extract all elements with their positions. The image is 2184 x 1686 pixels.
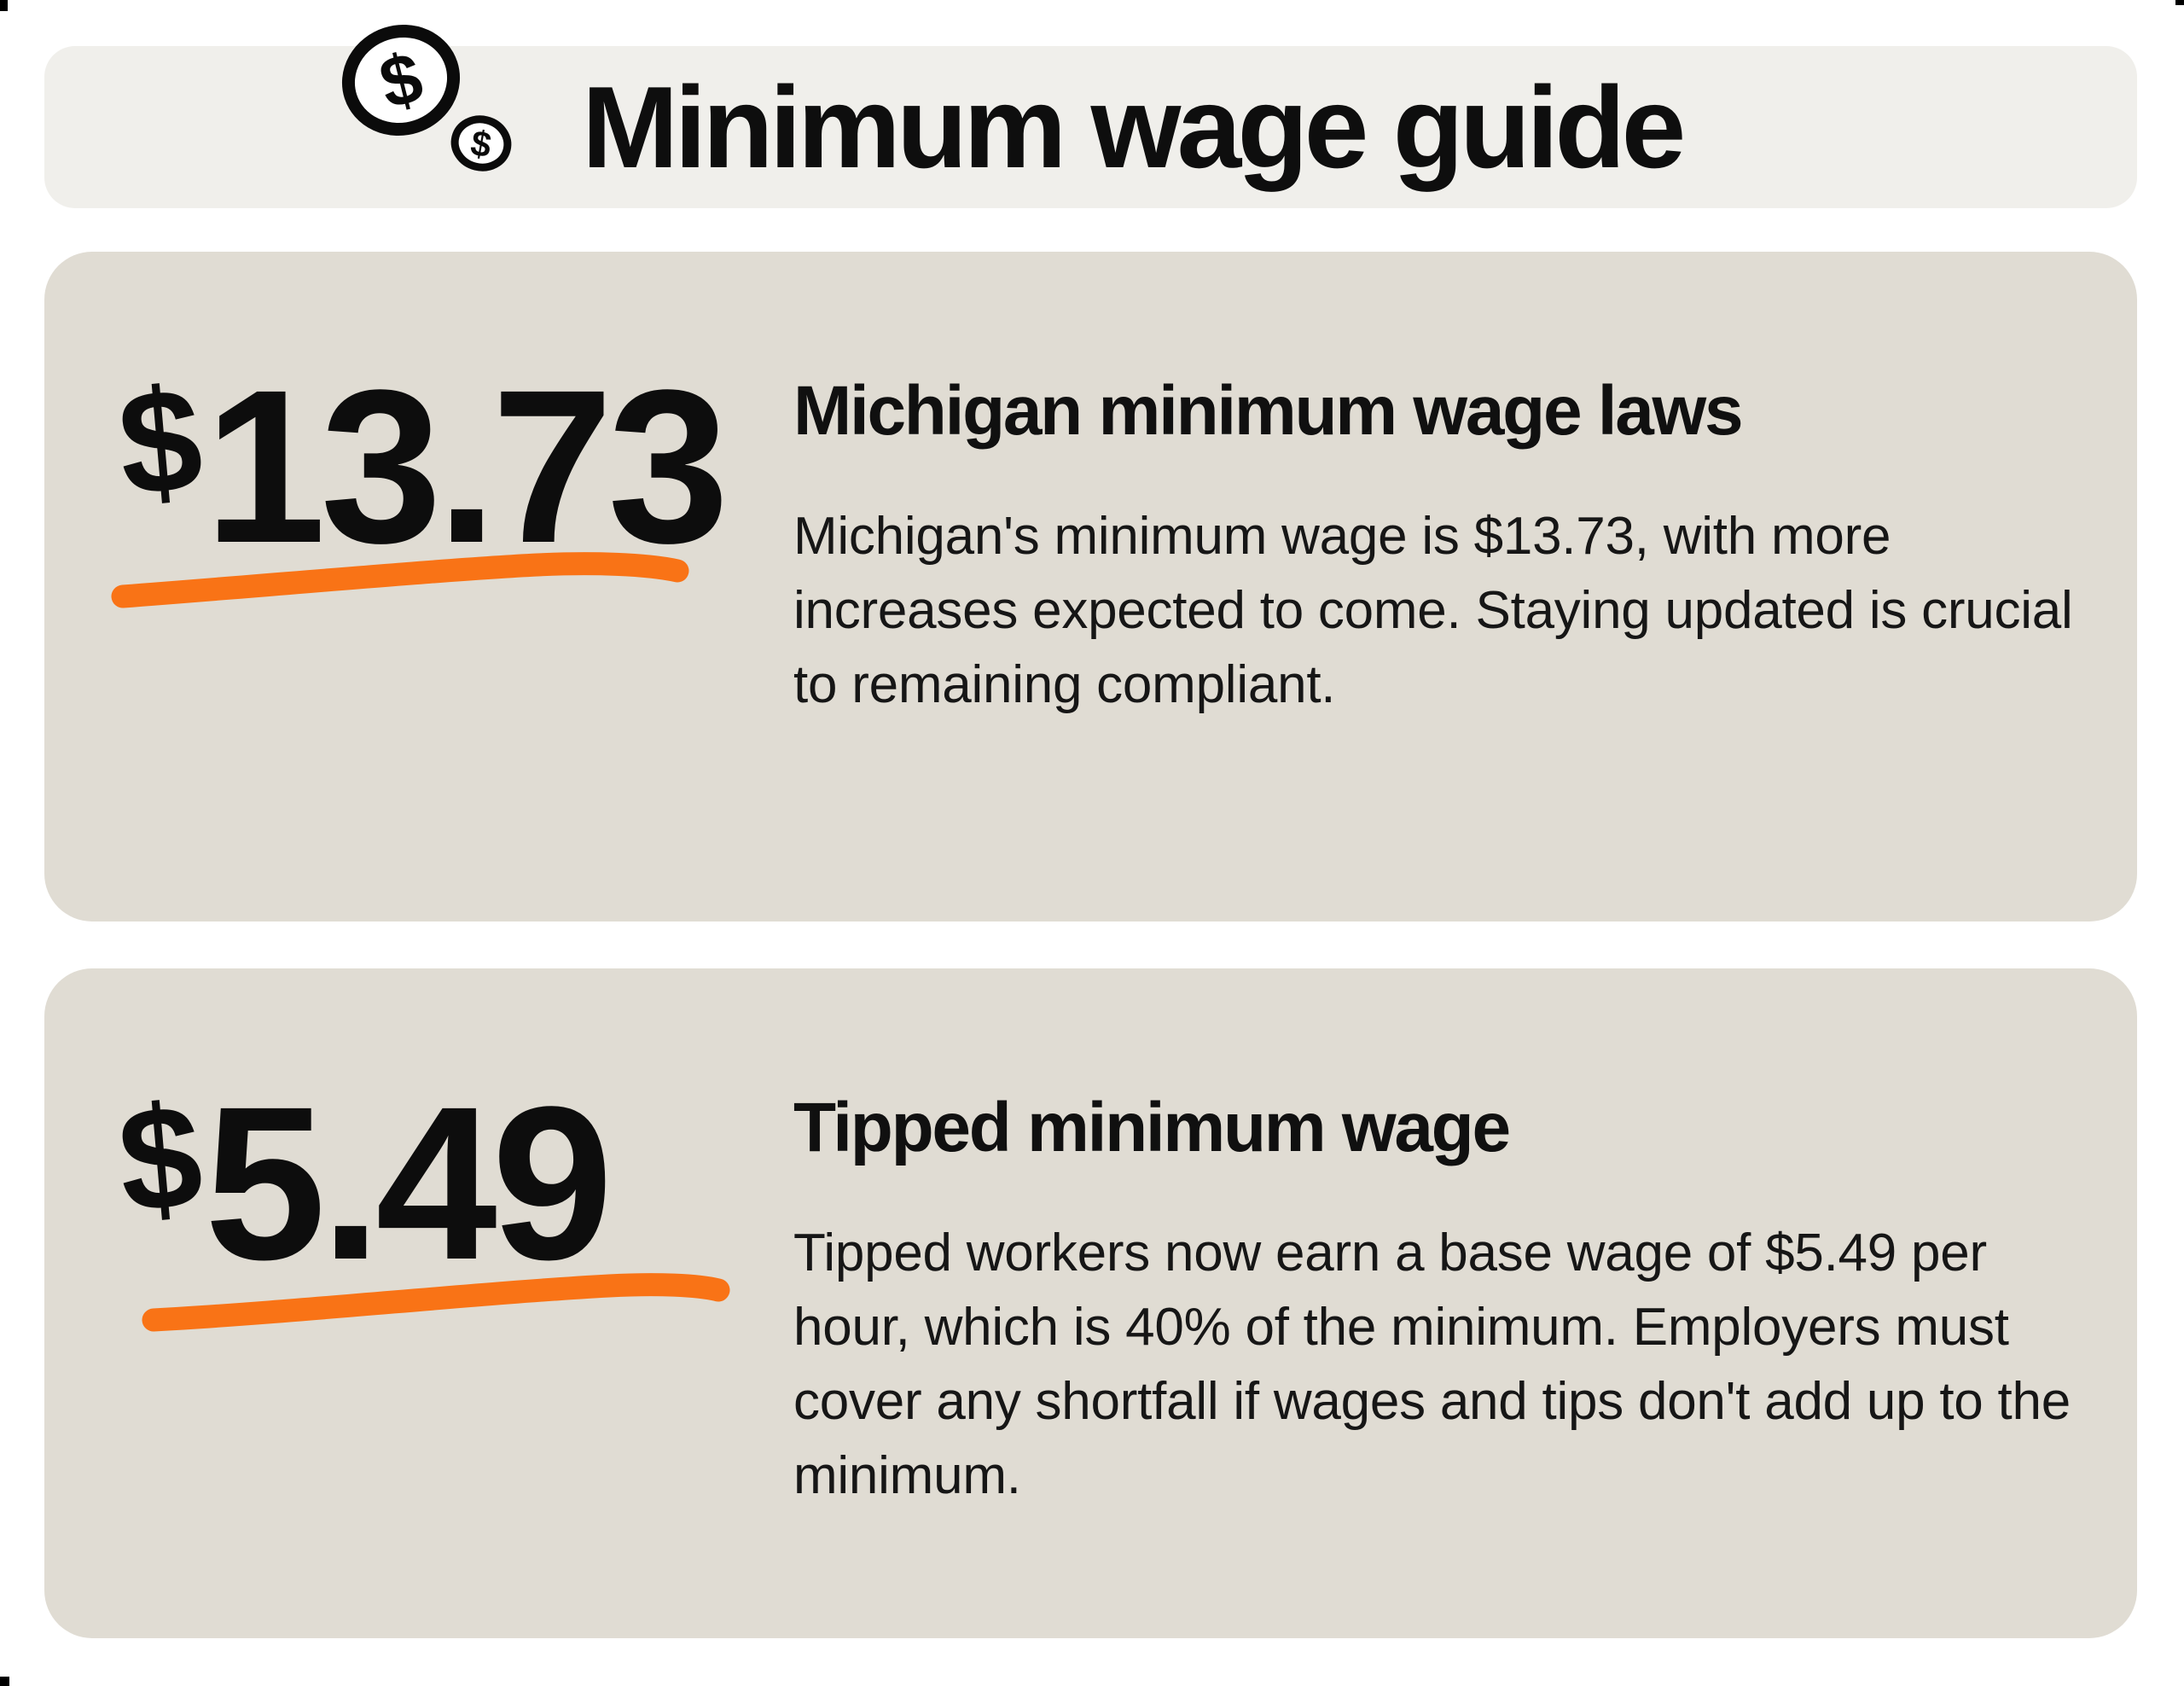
card-body: Michigan's minimum wage is $13.73, with …	[793, 507, 2073, 714]
wage-card-tipped: $5.49 Tipped minimum wage Tipped workers…	[44, 968, 2137, 1638]
card-content: Tipped minimum wage Tipped workers now e…	[793, 1088, 2107, 1513]
wage-amount: $13.73	[113, 341, 729, 592]
wage-card-michigan: $13.73 Michigan minimum wage laws Michig…	[44, 252, 2137, 921]
coins-icon: $ $	[341, 25, 512, 172]
currency-symbol: $	[112, 1073, 208, 1244]
screenshot-artifact-top-left	[0, 0, 8, 11]
card-heading: Tipped minimum wage	[793, 1089, 1511, 1166]
screenshot-artifact-top-right	[2175, 0, 2184, 5]
screenshot-artifact-bottom-left	[0, 1677, 9, 1686]
hand-drawn-underline	[142, 1273, 730, 1332]
wage-amount: $5.49	[113, 1058, 613, 1309]
page-title: Minimum wage guide	[582, 62, 1686, 192]
card-content: Michigan minimum wage laws Michigan's mi…	[793, 371, 2107, 722]
card-body: Tipped workers now earn a base wage of $…	[793, 1224, 2071, 1505]
currency-symbol: $	[112, 357, 208, 527]
amount-value: 5.49	[204, 1061, 613, 1305]
amount-value: 13.73	[204, 345, 729, 589]
card-heading: Michigan minimum wage laws	[793, 372, 1744, 450]
hand-drawn-underline	[111, 552, 689, 608]
